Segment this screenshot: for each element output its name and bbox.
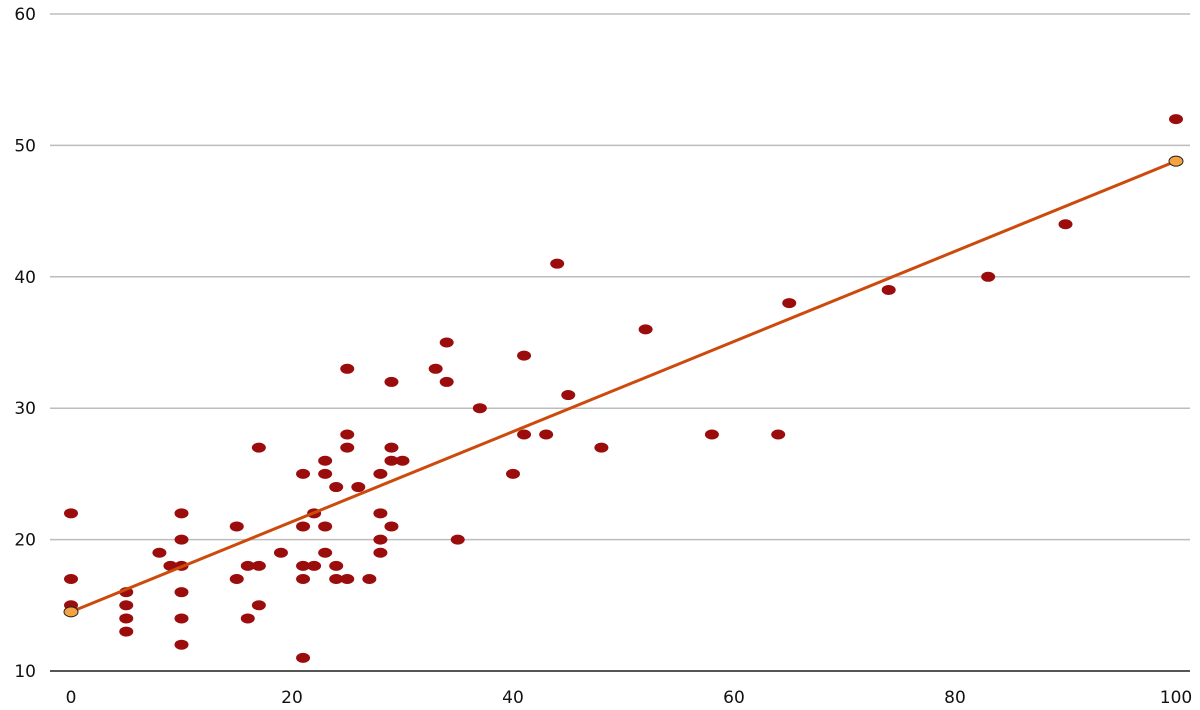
data-point: [373, 508, 388, 519]
data-point: [594, 442, 609, 453]
data-point: [119, 613, 134, 624]
trendline: [70, 159, 1177, 614]
x-tick-label: 40: [502, 688, 524, 708]
trendline-layer: [63, 155, 1184, 618]
data-point: [384, 455, 399, 466]
data-point: [240, 560, 255, 571]
data-point: [329, 560, 344, 571]
data-point: [174, 587, 189, 598]
data-point: [384, 376, 399, 387]
data-point: [174, 639, 189, 650]
data-point: [318, 455, 333, 466]
data-point: [539, 429, 554, 440]
data-point: [340, 363, 355, 374]
trendline-endpoint: [1168, 155, 1184, 167]
data-point: [296, 521, 311, 532]
data-point: [329, 482, 344, 493]
data-point: [174, 613, 189, 624]
data-point: [119, 600, 134, 611]
data-point: [296, 652, 311, 663]
data-point: [782, 298, 797, 309]
x-tick-label: 80: [944, 688, 966, 708]
data-point: [251, 600, 266, 611]
data-point: [296, 468, 311, 479]
data-point: [373, 468, 388, 479]
data-point: [439, 337, 454, 348]
data-point: [318, 468, 333, 479]
data-point: [229, 574, 244, 585]
data-point: [373, 534, 388, 545]
data-point: [318, 547, 333, 558]
data-point: [251, 560, 266, 571]
data-point: [340, 574, 355, 585]
data-point: [64, 508, 78, 519]
y-tick-label: 20: [14, 531, 36, 551]
data-point: [981, 271, 996, 282]
data-point: [174, 508, 189, 519]
x-tick-label: 100: [1160, 688, 1192, 708]
data-point: [373, 547, 388, 558]
data-point: [340, 442, 355, 453]
data-point: [428, 363, 443, 374]
data-point: [384, 521, 399, 532]
data-point: [384, 442, 399, 453]
data-point: [704, 429, 719, 440]
y-tick-label: 10: [14, 662, 36, 682]
data-point: [1169, 114, 1183, 125]
y-tick-label: 30: [14, 399, 36, 419]
data-point: [340, 429, 355, 440]
data-point: [881, 284, 896, 295]
data-point: [329, 574, 344, 585]
data-point: [351, 482, 366, 493]
data-point: [229, 521, 244, 532]
data-point: [1058, 219, 1073, 230]
data-point: [362, 574, 377, 585]
data-point: [395, 455, 410, 466]
data-point: [174, 534, 189, 545]
y-tick-label: 40: [14, 268, 36, 288]
tick-labels: 10 20 30 40 50 60 0 20 40 60 80 100: [14, 5, 1192, 708]
data-point: [64, 574, 78, 585]
y-tick-label: 50: [14, 136, 36, 156]
data-point: [561, 390, 576, 401]
data-point: [273, 547, 288, 558]
data-point: [638, 324, 653, 335]
data-point: [517, 350, 532, 361]
data-point: [472, 403, 487, 414]
trendline-endpoint: [63, 606, 79, 618]
data-point: [251, 442, 266, 453]
gridlines: [50, 13, 1190, 672]
x-tick-label: 60: [723, 688, 745, 708]
data-point: [307, 560, 322, 571]
data-point: [506, 468, 520, 479]
data-point: [296, 574, 311, 585]
data-point: [240, 613, 255, 624]
data-point: [517, 429, 532, 440]
data-points: [64, 114, 1183, 663]
data-point: [152, 547, 167, 558]
x-tick-label: 20: [281, 688, 303, 708]
data-point: [450, 534, 465, 545]
y-tick-label: 60: [14, 5, 36, 25]
x-tick-label: 0: [66, 688, 77, 708]
data-point: [318, 521, 333, 532]
data-point: [296, 560, 311, 571]
data-point: [119, 626, 134, 637]
data-point: [550, 258, 565, 269]
data-point: [771, 429, 786, 440]
data-point: [439, 376, 454, 387]
